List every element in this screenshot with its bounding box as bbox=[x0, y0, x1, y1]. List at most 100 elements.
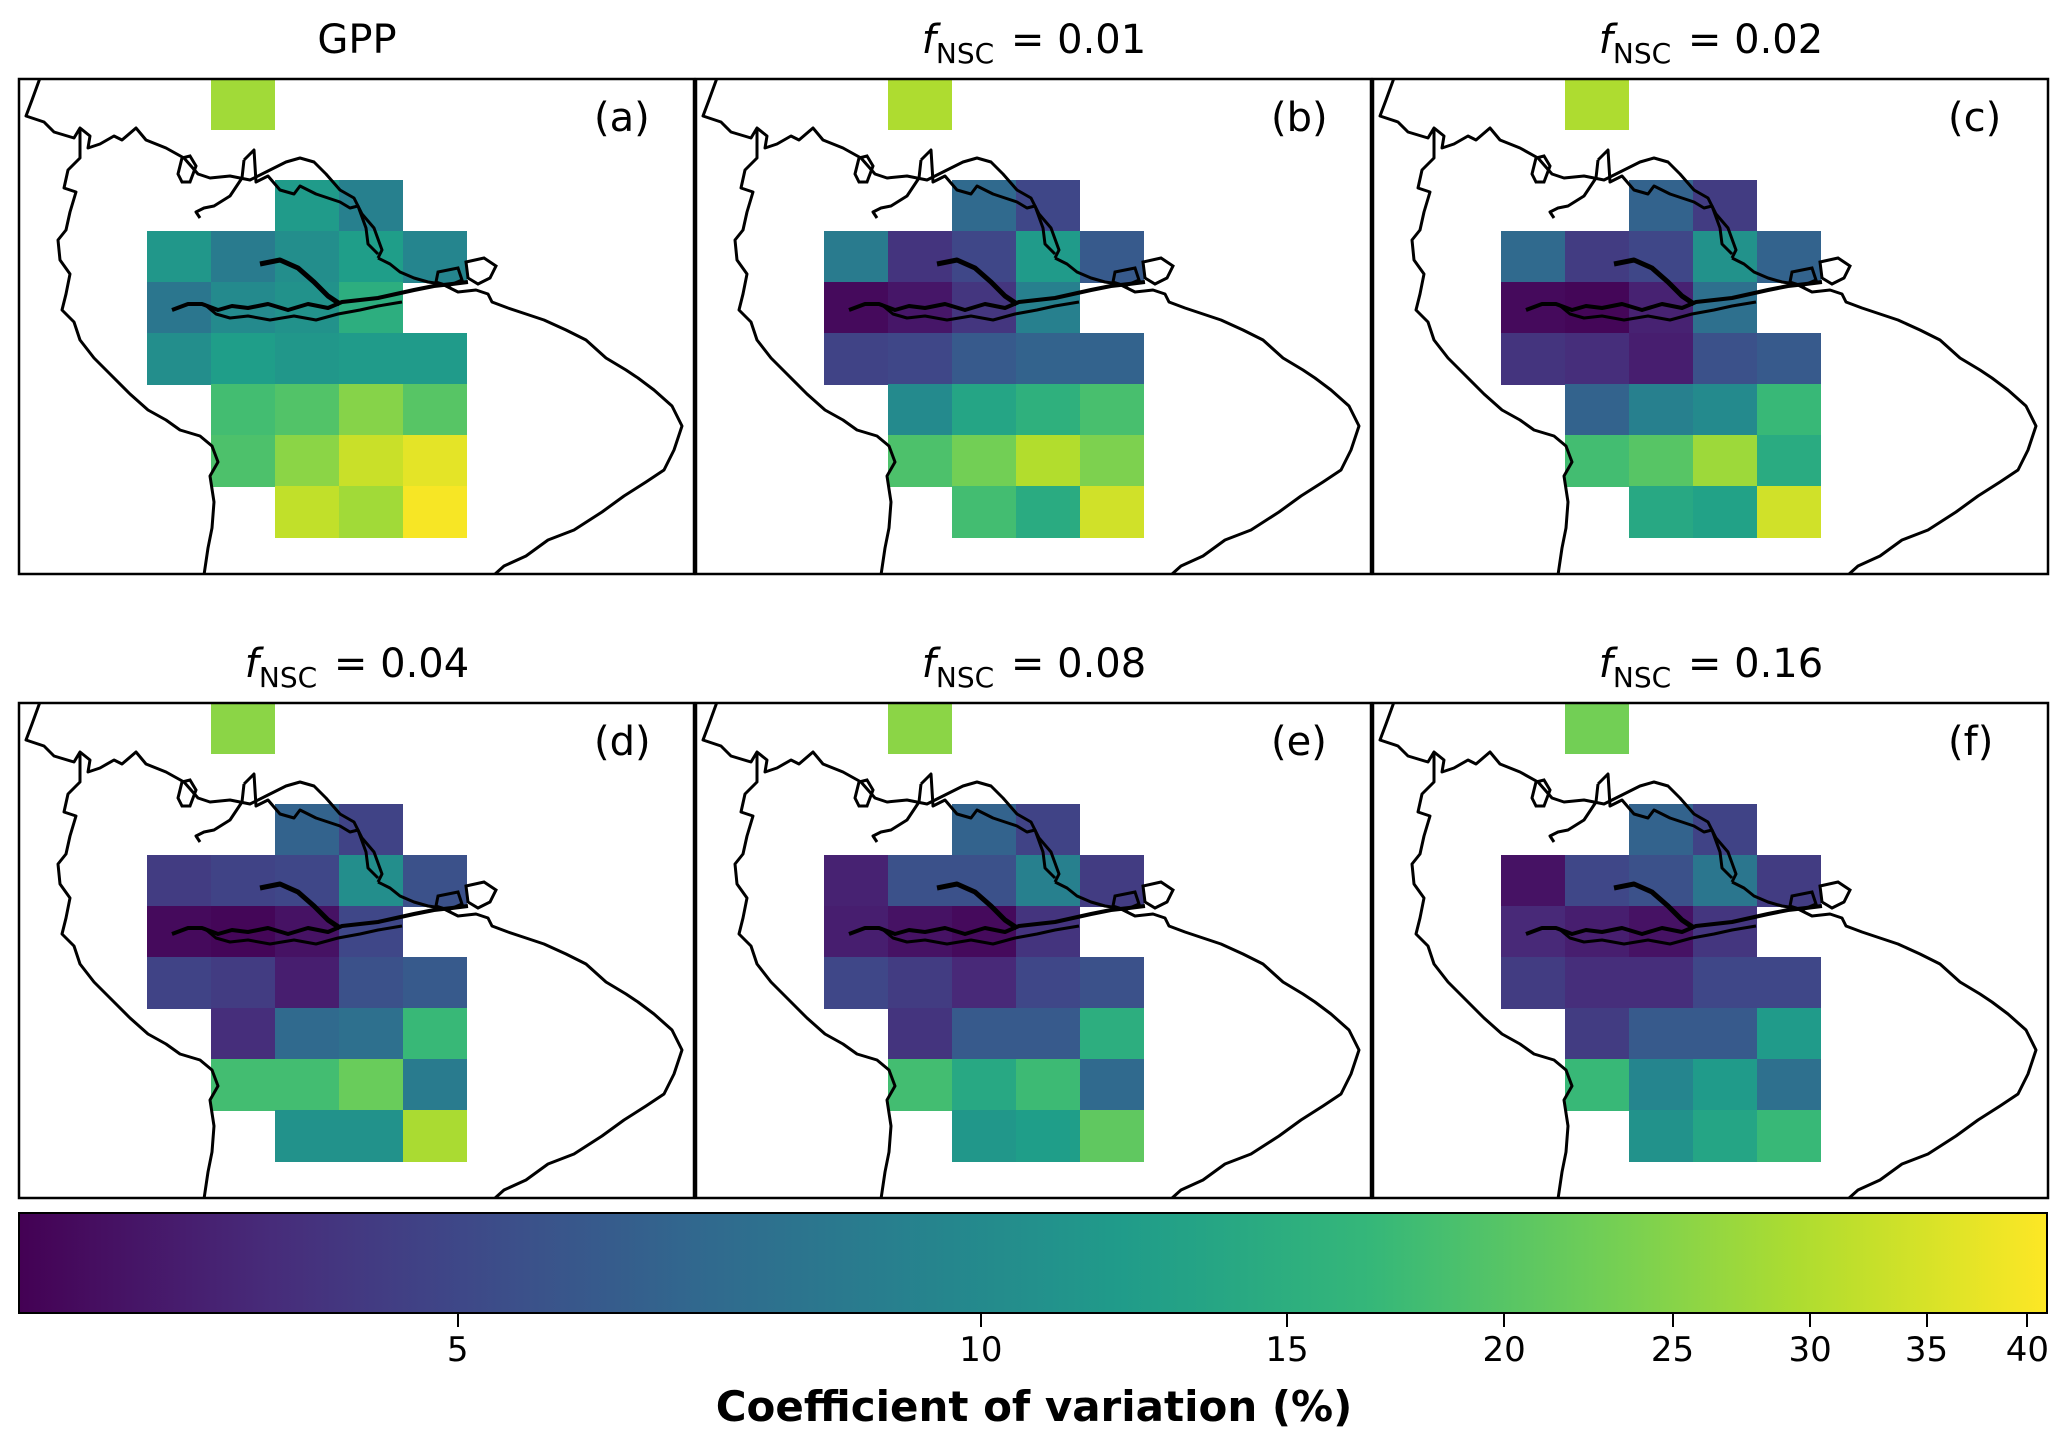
colorbar-tick-label: 5 bbox=[446, 1330, 469, 1370]
panel-a-label: (a) bbox=[594, 95, 650, 141]
colorbar-tick bbox=[1671, 1313, 1674, 1327]
grid-cell bbox=[1016, 957, 1080, 1009]
panel-f-value: = 0.16 bbox=[1675, 641, 1824, 687]
grid-cell bbox=[211, 435, 275, 487]
grid-cell bbox=[403, 384, 467, 436]
grid-cell bbox=[1757, 1059, 1821, 1111]
grid-cell bbox=[211, 231, 275, 283]
grid-cell bbox=[824, 957, 888, 1009]
grid-cell bbox=[1693, 957, 1757, 1009]
grid-cell bbox=[824, 333, 888, 385]
grid-cell bbox=[1693, 231, 1757, 283]
map-panel-b bbox=[694, 77, 1373, 576]
panel-d-value: = 0.04 bbox=[321, 641, 470, 687]
grid-cell bbox=[339, 855, 403, 907]
grid-cell bbox=[1016, 384, 1080, 436]
grid-cell bbox=[888, 435, 952, 487]
grid-cell bbox=[1016, 1110, 1080, 1162]
f-symbol: f bbox=[1598, 17, 1613, 63]
grid-cell bbox=[1016, 435, 1080, 487]
panel-frame bbox=[1371, 701, 2050, 1200]
panel-e-value: = 0.08 bbox=[998, 641, 1147, 687]
grid-cell bbox=[1757, 957, 1821, 1009]
colorbar-tick-label: 15 bbox=[1265, 1330, 1309, 1370]
grid-cell bbox=[888, 231, 952, 283]
grid-cell bbox=[1629, 486, 1693, 538]
grid-cell bbox=[1565, 435, 1629, 487]
grid-cell bbox=[1080, 1008, 1144, 1060]
grid-cell bbox=[1629, 1008, 1693, 1060]
grid-cell bbox=[888, 1059, 952, 1111]
panel-a-title: GPP bbox=[317, 16, 396, 64]
grid-cell bbox=[403, 1110, 467, 1162]
grid-cell bbox=[952, 384, 1016, 436]
grid-cell bbox=[147, 333, 211, 385]
grid-cell bbox=[1080, 1110, 1144, 1162]
grid-cell bbox=[339, 1008, 403, 1060]
colorbar-tick bbox=[979, 1313, 982, 1327]
grid-cell bbox=[1693, 1059, 1757, 1111]
panel-d-label: (d) bbox=[594, 719, 651, 765]
grid-cell bbox=[888, 855, 952, 907]
panel-d-title: fNSC = 0.04 bbox=[245, 640, 469, 702]
grid-cell bbox=[275, 1059, 339, 1111]
grid-cell bbox=[1565, 333, 1629, 385]
nsc-subscript: NSC bbox=[258, 661, 318, 694]
grid-cell bbox=[1501, 957, 1565, 1009]
grid-cell bbox=[1080, 486, 1144, 538]
grid-cell bbox=[1693, 384, 1757, 436]
grid-cell bbox=[1501, 333, 1565, 385]
colorbar-tick-label: 35 bbox=[1904, 1330, 1949, 1370]
grid-cell bbox=[1629, 384, 1693, 436]
grid-cell bbox=[1080, 1059, 1144, 1111]
f-symbol: f bbox=[921, 641, 936, 687]
panel-c-value: = 0.02 bbox=[1675, 17, 1824, 63]
grid-cell bbox=[824, 231, 888, 283]
colorbar-tick bbox=[456, 1313, 459, 1327]
map-panel-f bbox=[1371, 701, 2050, 1200]
grid-cell bbox=[1501, 231, 1565, 283]
grid-cell bbox=[1565, 855, 1629, 907]
colorbar-label: Coefficient of variation (%) bbox=[715, 1382, 1353, 1431]
panel-frame bbox=[694, 701, 1373, 1200]
grid-cell bbox=[1693, 855, 1757, 907]
f-symbol: f bbox=[921, 17, 936, 63]
grid-cell bbox=[147, 855, 211, 907]
colorbar-tick bbox=[1503, 1313, 1506, 1327]
panel-frame bbox=[17, 701, 696, 1200]
grid-cell bbox=[403, 486, 467, 538]
grid-cell bbox=[952, 435, 1016, 487]
grid-cell bbox=[1757, 231, 1821, 283]
map-panel-e bbox=[694, 701, 1373, 1200]
grid-cell bbox=[1080, 855, 1144, 907]
grid-cell bbox=[1629, 1059, 1693, 1111]
grid-cell bbox=[1080, 435, 1144, 487]
colorbar-tick-label: 20 bbox=[1482, 1330, 1526, 1370]
grid-cell bbox=[1629, 435, 1693, 487]
grid-cell bbox=[1757, 435, 1821, 487]
grid-cell bbox=[275, 333, 339, 385]
grid-cell-top-strip bbox=[211, 702, 275, 754]
grid-cell bbox=[952, 486, 1016, 538]
map-panel-c bbox=[1371, 77, 2050, 576]
grid-cell bbox=[1016, 1059, 1080, 1111]
grid-cell bbox=[1016, 231, 1080, 283]
grid-cell bbox=[339, 486, 403, 538]
colorbar-tick bbox=[2026, 1313, 2029, 1327]
grid-cell bbox=[1629, 333, 1693, 385]
grid-cell bbox=[339, 333, 403, 385]
grid-cell bbox=[339, 1110, 403, 1162]
grid-cell bbox=[1565, 957, 1629, 1009]
grid-cell bbox=[1757, 384, 1821, 436]
grid-cell bbox=[339, 1059, 403, 1111]
colorbar bbox=[18, 1212, 2048, 1314]
grid-cell bbox=[1693, 1008, 1757, 1060]
panel-b-label: (b) bbox=[1271, 95, 1328, 141]
grid-cell bbox=[1693, 486, 1757, 538]
colorbar-tick-label: 25 bbox=[1650, 1330, 1695, 1370]
grid-cell bbox=[888, 384, 952, 436]
grid-cell bbox=[403, 957, 467, 1009]
grid-cell-top-strip bbox=[888, 78, 952, 130]
grid-cell bbox=[952, 1059, 1016, 1111]
grid-cell bbox=[1016, 1008, 1080, 1060]
